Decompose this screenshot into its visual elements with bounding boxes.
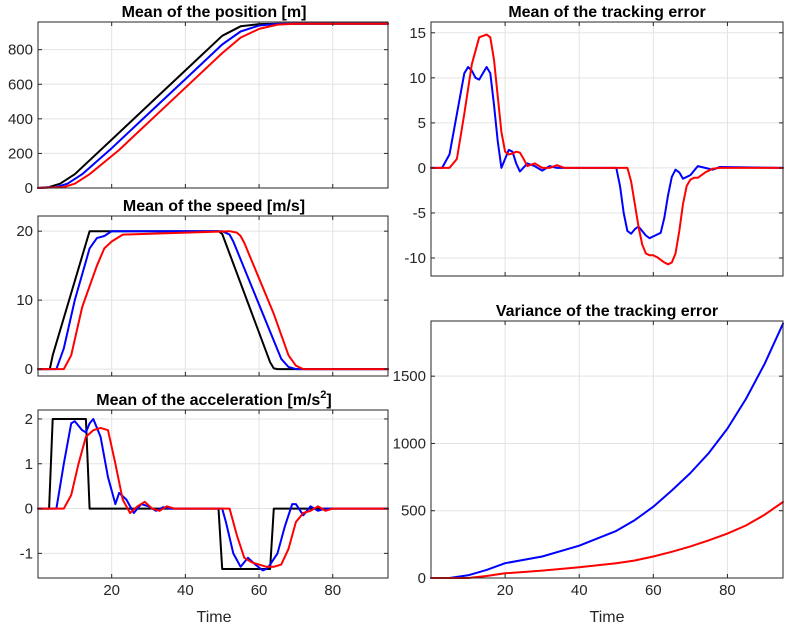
series-line-red (430, 33, 784, 266)
series-line-red (37, 426, 389, 568)
x-tick-label: 80 (324, 582, 341, 599)
x-tick-label: 20 (103, 582, 120, 599)
axes-frame (430, 320, 784, 579)
series-line-red (37, 22, 389, 189)
axes-frame (37, 409, 389, 579)
chart-variance: 0 500 1000 1500 20 40 60 80 Variance of the tra… (393, 303, 784, 626)
x-tick-label: 40 (177, 582, 194, 599)
plot-area: 0 200 400 600 800 (8, 21, 389, 197)
plot-area: 0 500 1000 1500 20 40 60 80 (393, 320, 784, 599)
x-tick-label: 60 (251, 582, 268, 599)
y-tick-label: 10 (16, 292, 33, 309)
series-line-red (430, 501, 784, 579)
chart-title: Mean of the tracking error (508, 4, 705, 21)
x-tick-label: 80 (719, 582, 736, 599)
title-main: Mean of the acceleration [m/s (96, 392, 320, 409)
y-tick-label: 400 (8, 111, 33, 128)
y-tick-label: 0 (418, 570, 426, 587)
y-tick-label: 1000 (393, 435, 426, 452)
chart-position: 0 200 400 600 800 Mean of the position [m] (8, 4, 389, 197)
x-axis-label: Time (197, 609, 232, 626)
chart-acceleration: -1 0 1 2 20 40 60 80 Mean of the acceleration [… (20, 389, 389, 626)
x-tick-label: 20 (497, 582, 514, 599)
y-tick-label: 5 (418, 115, 426, 132)
y-tick-label: 15 (409, 25, 426, 42)
plot-area: 0 10 20 (16, 215, 389, 378)
y-tick-label: 0 (25, 180, 33, 197)
y-tick-label: 0 (418, 160, 426, 177)
chart-title: Mean of the speed [m/s] (123, 198, 305, 215)
chart-title: Mean of the position [m] (122, 4, 307, 21)
series-line-blue (37, 230, 389, 371)
x-tick-label: 40 (571, 582, 588, 599)
series-line-black (37, 22, 389, 189)
chart-tracking-error: -10 -5 0 5 10 15 Mean of the tracking error (404, 4, 784, 277)
series-line-blue (37, 22, 389, 189)
plot-area: -10 -5 0 5 10 15 (404, 21, 784, 277)
y-tick-label: 200 (8, 145, 33, 162)
y-tick-label: -5 (413, 205, 426, 222)
series-line-red (37, 230, 389, 371)
axes-frame (37, 21, 389, 189)
title-end: ] (326, 392, 331, 409)
y-tick-label: 10 (409, 70, 426, 87)
x-axis-label: Time (590, 609, 625, 626)
axes-frame (37, 215, 389, 377)
series-line-black (37, 418, 389, 570)
y-tick-label: 0 (25, 501, 33, 518)
y-tick-label: 20 (16, 223, 33, 240)
title-superscript: 2 (320, 389, 326, 401)
axes-frame (430, 21, 784, 277)
y-tick-label: 1500 (393, 368, 426, 385)
chart-speed: 0 10 20 Mean of the speed [m/s] (16, 198, 389, 378)
y-tick-label: -1 (20, 545, 33, 562)
series-line-blue (430, 322, 784, 579)
y-tick-label: 500 (401, 503, 426, 520)
y-tick-label: 800 (8, 42, 33, 59)
plot-area: -1 0 1 2 20 40 60 80 (20, 409, 389, 599)
y-tick-label: 2 (25, 411, 33, 428)
series-line-blue (37, 418, 389, 572)
y-tick-label: 0 (25, 361, 33, 378)
y-tick-label: 1 (25, 456, 33, 473)
chart-title: Variance of the tracking error (496, 303, 718, 320)
x-tick-label: 60 (645, 582, 662, 599)
chart-title: Mean of the acceleration [m/s2] (96, 389, 332, 409)
y-tick-label: -10 (404, 250, 426, 267)
y-tick-label: 600 (8, 76, 33, 93)
series-line-black (37, 230, 389, 371)
